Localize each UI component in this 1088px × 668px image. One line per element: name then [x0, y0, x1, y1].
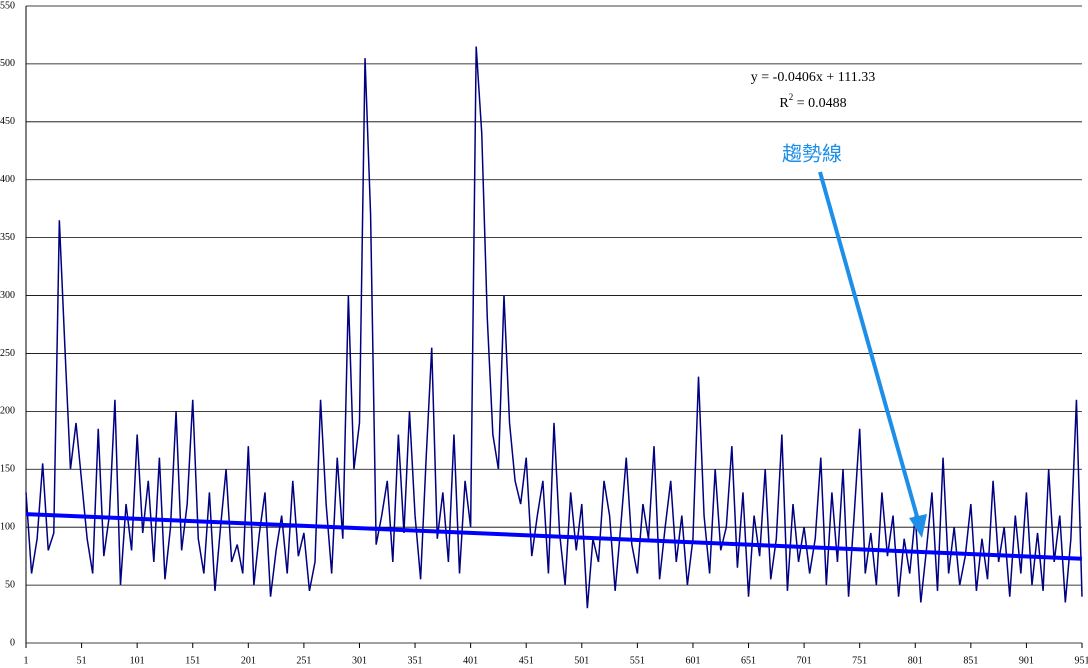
- y-tick-label: 250: [0, 348, 15, 359]
- trend-equation: y = -0.0406x + 111.33: [751, 70, 875, 85]
- y-tick-label: 300: [0, 290, 15, 301]
- callout-label: 趨勢線: [782, 143, 842, 166]
- arrow-head: [909, 514, 927, 538]
- x-tick-label: 901: [1019, 655, 1034, 666]
- y-tick-label: 450: [0, 116, 15, 127]
- x-tick-label: 101: [130, 655, 145, 666]
- plot: [25, 46, 1083, 609]
- y-tick-label: 150: [0, 464, 15, 475]
- y-tick-label: 50: [5, 579, 15, 590]
- y-tick-label: 400: [0, 174, 15, 185]
- x-tick-label: 701: [797, 655, 812, 666]
- x-tick-label: 551: [630, 655, 645, 666]
- x-tick-label: 401: [463, 655, 478, 666]
- x-tick-label: 601: [685, 655, 700, 666]
- x-tick-label: 151: [185, 655, 200, 666]
- r2-value: = 0.0488: [793, 96, 846, 111]
- x-tick-label: 1: [24, 655, 29, 666]
- r2-prefix: R: [779, 96, 789, 111]
- y-tick-label: 550: [0, 0, 15, 11]
- x-tick-label: 301: [352, 655, 367, 666]
- y-tick-label: 350: [0, 232, 15, 243]
- y-tick-label: 100: [0, 521, 15, 532]
- x-tick-label: 451: [519, 655, 534, 666]
- r2-exponent: 2: [789, 92, 794, 102]
- x-tick-label: 201: [241, 655, 256, 666]
- y-tick-label: 200: [0, 406, 15, 417]
- x-tick-label: 651: [741, 655, 756, 666]
- y-tick-label: 0: [10, 637, 15, 648]
- x-tick-label: 751: [852, 655, 867, 666]
- x-tick-label: 851: [963, 655, 978, 666]
- callout-arrow: [818, 171, 927, 538]
- x-tick-label: 951: [1075, 655, 1088, 666]
- x-tick-label: 351: [408, 655, 423, 666]
- y-tick-label: 500: [0, 58, 15, 69]
- x-tick-label: 801: [908, 655, 923, 666]
- x-tick-label: 501: [574, 655, 589, 666]
- x-tick-label: 51: [77, 655, 87, 666]
- x-tick-label: 251: [296, 655, 311, 666]
- trend-line: [25, 512, 1083, 561]
- arrow-shaft: [818, 171, 920, 521]
- r-squared: R2 = 0.0488: [779, 92, 846, 111]
